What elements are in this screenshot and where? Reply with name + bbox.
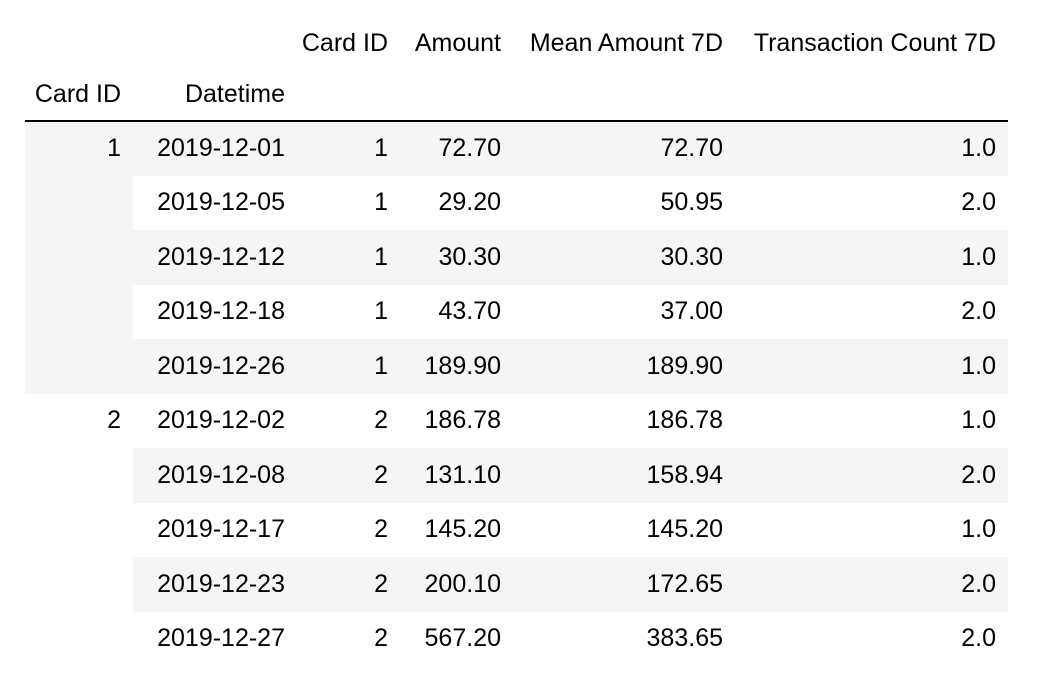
- cell-card-id: 1: [374, 351, 388, 380]
- table-row: 2019-12-18 1 43.70 37.00 2.0: [25, 285, 1008, 340]
- row-date: 2019-12-05: [157, 188, 285, 217]
- cell-card-id: 2: [374, 569, 388, 598]
- row-date: 2019-12-26: [157, 351, 285, 380]
- row-date: 2019-12-18: [157, 297, 285, 326]
- cell-transaction-count-7d: 1.0: [961, 406, 996, 435]
- table-row: 2019-12-23 2 200.10 172.65 2.0: [25, 557, 1008, 612]
- cell-card-id: 2: [374, 515, 388, 544]
- table-row: 2019-12-27 2 567.20 383.65 2.0: [25, 612, 1008, 667]
- column-header-amount: Amount: [414, 28, 501, 57]
- header-spacer-cell: [25, 17, 133, 69]
- cell-amount: 189.90: [424, 351, 501, 380]
- cell-amount: 43.70: [438, 297, 501, 326]
- cell-amount: 72.70: [438, 134, 501, 163]
- cell-card-id: 2: [374, 460, 388, 489]
- group-index-card-1: 1: [25, 121, 133, 394]
- cell-amount: 131.10: [424, 460, 501, 489]
- index-header-row: Card ID Datetime: [25, 69, 1008, 122]
- cell-card-id: 1: [374, 188, 388, 217]
- cell-card-id: 1: [374, 297, 388, 326]
- row-date: 2019-12-08: [157, 460, 285, 489]
- row-date: 2019-12-17: [157, 515, 285, 544]
- cell-mean-amount-7d: 186.78: [646, 406, 723, 435]
- table-row: 2019-12-17 2 145.20 145.20 1.0: [25, 503, 1008, 558]
- cell-transaction-count-7d: 2.0: [961, 624, 996, 653]
- cell-mean-amount-7d: 158.94: [646, 460, 723, 489]
- cell-mean-amount-7d: 72.70: [660, 134, 723, 163]
- cell-mean-amount-7d: 189.90: [646, 351, 723, 380]
- row-date: 2019-12-01: [157, 134, 285, 163]
- row-date: 2019-12-27: [157, 624, 285, 653]
- cell-transaction-count-7d: 1.0: [961, 242, 996, 271]
- dataframe-table: Card ID Amount Mean Amount 7D Transactio…: [25, 17, 1008, 666]
- cell-mean-amount-7d: 37.00: [660, 297, 723, 326]
- cell-card-id: 2: [374, 406, 388, 435]
- cell-amount: 30.30: [438, 242, 501, 271]
- dataframe-container: Card ID Amount Mean Amount 7D Transactio…: [25, 17, 1008, 666]
- cell-card-id: 2: [374, 624, 388, 653]
- group-index-card-2: 2: [25, 393, 133, 666]
- cell-transaction-count-7d: 2.0: [961, 569, 996, 598]
- header-spacer-cell: [735, 69, 1008, 122]
- table-row: 2019-12-12 1 30.30 30.30 1.0: [25, 230, 1008, 285]
- table-row: 2019-12-26 1 189.90 189.90 1.0: [25, 339, 1008, 394]
- header-spacer-cell: [297, 69, 400, 122]
- header-spacer-cell: [400, 69, 513, 122]
- row-date: 2019-12-02: [157, 406, 285, 435]
- row-date: 2019-12-12: [157, 242, 285, 271]
- index-header-card-id: Card ID: [25, 69, 133, 122]
- cell-amount: 186.78: [424, 406, 501, 435]
- index-header-datetime: Datetime: [133, 69, 297, 122]
- table-row: 1 2019-12-01 1 72.70 72.70 1.0: [25, 121, 1008, 394]
- cell-transaction-count-7d: 1.0: [961, 134, 996, 163]
- cell-mean-amount-7d: 50.95: [660, 188, 723, 217]
- header-spacer-cell: [513, 69, 735, 122]
- table-row: 2019-12-08 2 131.10 158.94 2.0: [25, 448, 1008, 503]
- column-header-mean-amount-7d: Mean Amount 7D: [529, 28, 723, 57]
- cell-mean-amount-7d: 30.30: [660, 242, 723, 271]
- row-date: 2019-12-23: [157, 569, 285, 598]
- cell-amount: 200.10: [424, 569, 501, 598]
- column-header-row: Card ID Amount Mean Amount 7D Transactio…: [25, 17, 1008, 69]
- table-row: 2 2019-12-02 2 186.78 186.78 1.0: [25, 393, 1008, 666]
- cell-transaction-count-7d: 2.0: [961, 297, 996, 326]
- cell-transaction-count-7d: 2.0: [961, 188, 996, 217]
- cell-amount: 29.20: [438, 188, 501, 217]
- cell-card-id: 1: [374, 134, 388, 163]
- cell-card-id: 1: [374, 242, 388, 271]
- cell-amount: 567.20: [424, 624, 501, 653]
- table-row: 2019-12-05 1 29.20 50.95 2.0: [25, 176, 1008, 231]
- cell-transaction-count-7d: 1.0: [961, 351, 996, 380]
- cell-mean-amount-7d: 172.65: [646, 569, 723, 598]
- cell-amount: 145.20: [424, 515, 501, 544]
- cell-transaction-count-7d: 1.0: [961, 515, 996, 544]
- cell-mean-amount-7d: 145.20: [646, 515, 723, 544]
- column-header-transaction-count-7d: Transaction Count 7D: [753, 28, 996, 57]
- column-header-card-id: Card ID: [301, 28, 388, 57]
- cell-mean-amount-7d: 383.65: [646, 624, 723, 653]
- cell-transaction-count-7d: 2.0: [961, 460, 996, 489]
- header-spacer-cell: [133, 17, 297, 69]
